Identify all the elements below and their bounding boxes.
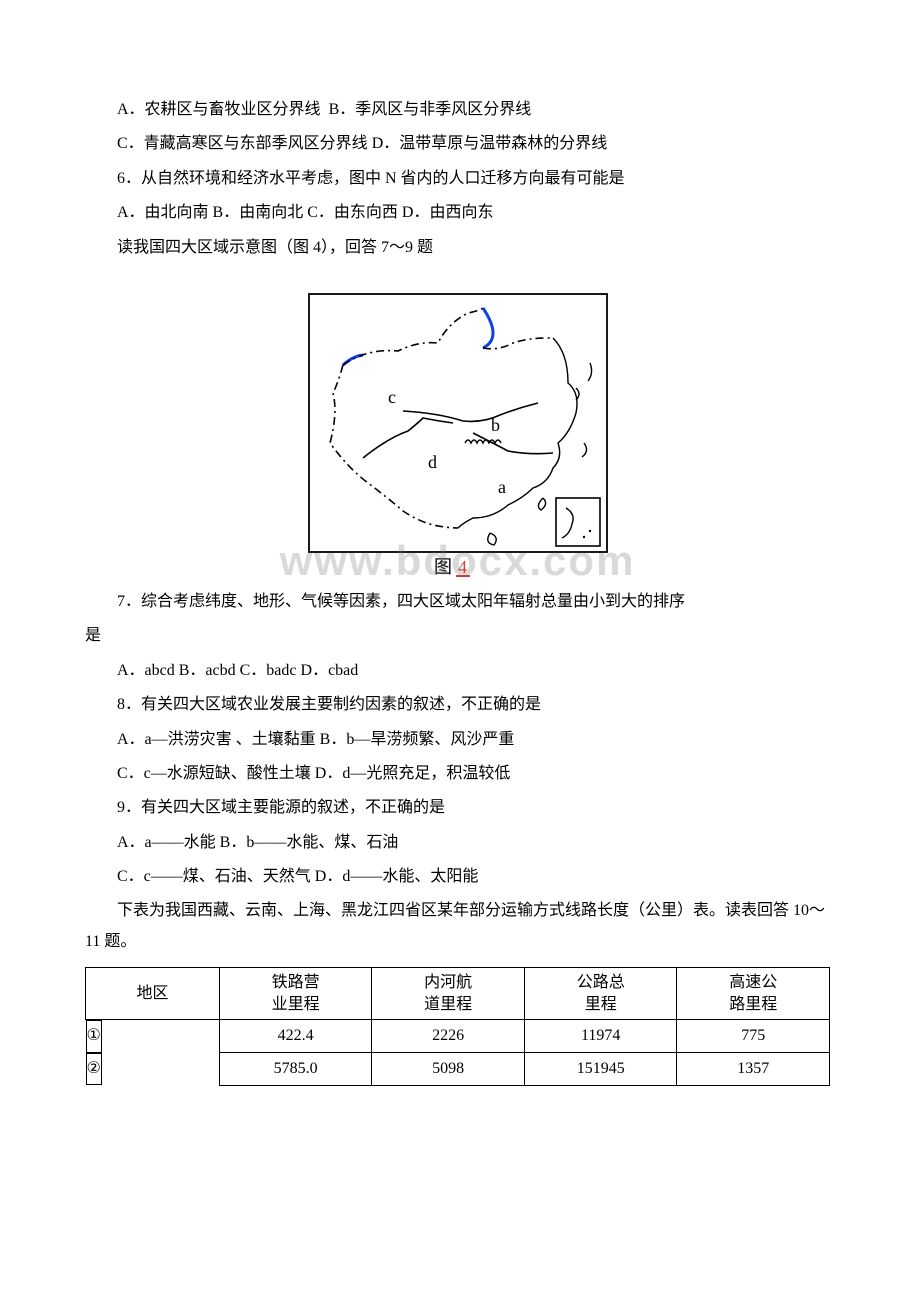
figure-caption-row: 图 4 [85, 553, 830, 581]
q5-option-a: A．农耕区与畜牧业区分界线 B．季风区与非季风区分界线 [85, 95, 830, 125]
q7-stem-line2: 是 [85, 621, 830, 651]
th-road-l2: 里程 [585, 996, 617, 1013]
q8-stem: 8．有关四大区域农业发展主要制约因素的叙述，不正确的是 [85, 690, 830, 720]
th-region: 地区 [86, 968, 220, 1020]
svg-text:图: 图 [434, 557, 452, 577]
q5-a-text: A．农耕区与畜牧业区分界线 [117, 101, 321, 118]
th-river: 内河航 道里程 [372, 968, 525, 1020]
th-rail-l1: 铁路营 [272, 974, 320, 991]
th-river-l2: 道里程 [424, 996, 472, 1013]
q9-options-ab: A．a——水能 B．b——水能、煤、石油 [85, 828, 830, 858]
table-row: ② 5785.0 5098 151945 1357 [86, 1053, 830, 1085]
q5-option-c: C．青藏高寒区与东部季风区分界线 D．温带草原与温带森林的分界线 [85, 129, 830, 159]
map-label-b: b [491, 415, 500, 435]
th-river-l1: 内河航 [424, 974, 472, 991]
cell-hw-1: 775 [677, 1020, 830, 1053]
lead-7-9: 读我国四大区域示意图（图 4），回答 7～9 题 [85, 233, 830, 263]
cell-river-2: 5098 [372, 1053, 525, 1085]
transport-table: 地区 铁路营 业里程 内河航 道里程 公路总 里程 高速公 路里程 ① 422.… [85, 967, 830, 1085]
q5-c-text: C．青藏高寒区与东部季风区分界线 [117, 135, 368, 152]
q9-options-cd: C．c——煤、石油、天然气 D．d——水能、太阳能 [85, 862, 830, 892]
table-row: ① 422.4 2226 11974 775 [86, 1020, 830, 1053]
q7-options: A．abcd B．acbd C．badc D．cbad [85, 656, 830, 686]
q6-stem: 6．从自然环境和经济水平考虑，图中 N 省内的人口迁移方向最有可能是 [85, 164, 830, 194]
cell-hw-2: 1357 [677, 1053, 830, 1085]
th-rail: 铁路营 业里程 [219, 968, 372, 1020]
q8-options-ab: A．a—洪涝灾害 、土壤黏重 B．b—旱涝频繁、风沙严重 [85, 725, 830, 755]
th-hw-l1: 高速公 [729, 974, 777, 991]
cell-rail-2: 5785.0 [219, 1053, 372, 1085]
figure-4: a b c d 图 4 www.bdocx.com [85, 293, 830, 581]
cell-region-1: ① [86, 1020, 102, 1052]
cell-road-1: 11974 [524, 1020, 677, 1053]
th-hw-l2: 路里程 [729, 996, 777, 1013]
q8-options-cd: C．c—水源短缺、酸性土壤 D．d—光照充足，积温较低 [85, 759, 830, 789]
q5-d-text: D．温带草原与温带森林的分界线 [372, 135, 608, 152]
table-lead: 下表为我国西藏、云南、上海、黑龙江四省区某年部分运输方式线路长度（公里）表。读表… [85, 896, 830, 957]
th-road-l1: 公路总 [577, 974, 625, 991]
map-label-a: a [498, 477, 506, 497]
th-rail-l2: 业里程 [272, 996, 320, 1013]
cell-river-1: 2226 [372, 1020, 525, 1053]
svg-text:4: 4 [458, 557, 467, 577]
china-regions-map: a b c d [308, 293, 608, 553]
map-label-c: c [388, 387, 396, 407]
map-label-d: d [428, 452, 437, 472]
th-road: 公路总 里程 [524, 968, 677, 1020]
table-header-row: 地区 铁路营 业里程 内河航 道里程 公路总 里程 高速公 路里程 [86, 968, 830, 1020]
cell-rail-1: 422.4 [219, 1020, 372, 1053]
cell-road-2: 151945 [524, 1053, 677, 1085]
q9-stem: 9．有关四大区域主要能源的叙述，不正确的是 [85, 793, 830, 823]
q5-b-text: B．季风区与非季风区分界线 [329, 101, 532, 118]
th-highway: 高速公 路里程 [677, 968, 830, 1020]
q6-options: A．由北向南 B．由南向北 C．由东向西 D．由西向东 [85, 198, 830, 228]
q7-stem-line1: 7．综合考虑纬度、地形、气候等因素，四大区域太阳年辐射总量由小到大的排序 [85, 587, 830, 617]
cell-region-2: ② [86, 1053, 102, 1085]
